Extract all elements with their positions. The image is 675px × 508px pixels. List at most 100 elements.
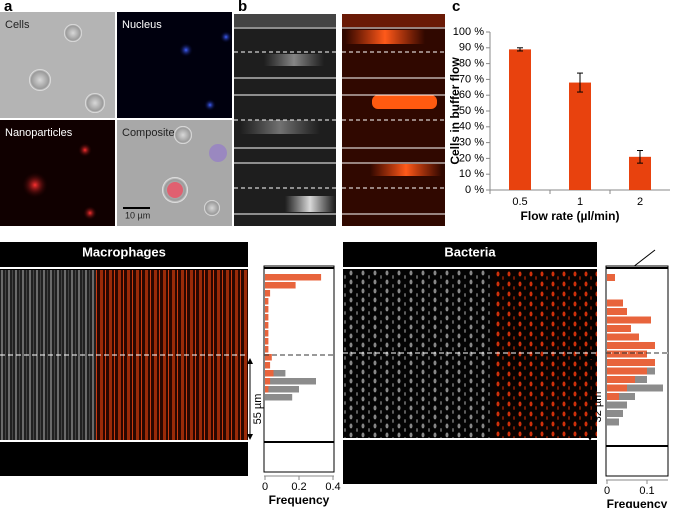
cell-trace: [240, 120, 320, 134]
histogram-bar: [265, 290, 271, 297]
arrow-head: [587, 435, 593, 441]
bar: [569, 82, 591, 190]
histogram-bar: [607, 418, 619, 426]
particle-trace: [370, 164, 442, 176]
particle: [78, 143, 92, 157]
panel-label: a: [4, 0, 13, 15]
image-label: Composite: [122, 127, 175, 139]
panel-label: c: [452, 0, 460, 15]
particle: [22, 172, 48, 198]
x-axis-label: Frequency: [269, 493, 330, 507]
histogram-bar: [265, 370, 286, 377]
histogram-bar: [265, 298, 269, 305]
gray-dots: [343, 270, 493, 438]
bar: [509, 49, 531, 190]
x-tick-label: 2: [637, 196, 643, 208]
histogram-bar: [607, 384, 663, 392]
particle-trace: [372, 95, 437, 109]
histogram-bar: [265, 274, 322, 281]
image-label: Nucleus: [122, 19, 162, 31]
y-tick-label: 20 %: [459, 152, 484, 164]
histogram-bar: [265, 386, 269, 393]
y-tick-label: 50 %: [459, 105, 484, 117]
size-label: 55 µm: [252, 394, 264, 425]
y-axis-label: Cells in buffer flow: [448, 57, 462, 165]
particle: [83, 206, 97, 220]
nucleus: [220, 31, 232, 43]
arrow-head: [247, 434, 253, 440]
cell: [85, 93, 105, 113]
cell: [204, 200, 220, 216]
channel-edge: [342, 14, 445, 27]
cell: [64, 24, 82, 42]
x-tick-label: 1: [577, 196, 583, 208]
y-tick-label: 90 %: [459, 42, 484, 54]
channel-edge: [234, 14, 336, 27]
x-tick-label: 0.1: [639, 485, 654, 497]
y-tick-label: 40 %: [459, 121, 484, 133]
histogram-bar: [265, 346, 269, 353]
histogram-bar: [607, 401, 627, 409]
cell: [209, 144, 227, 162]
y-tick-label: 10 %: [459, 168, 484, 180]
arrow-head: [247, 358, 253, 364]
histogram-frame: [263, 265, 335, 473]
histogram-bar: [607, 393, 619, 400]
histogram-bar: [607, 325, 631, 332]
panel-title: Macrophages: [82, 244, 166, 259]
y-tick-label: 30 %: [459, 137, 484, 149]
particle: [167, 182, 183, 198]
arrow-head: [587, 353, 593, 359]
x-tick-label: 0.4: [325, 481, 340, 493]
y-tick-label: 80 %: [459, 58, 484, 70]
panel-d-image: [0, 242, 248, 476]
histogram-bar: [265, 314, 269, 321]
panel-label: b: [238, 0, 247, 15]
histogram-bar: [265, 394, 293, 401]
histogram-bar: [607, 384, 627, 392]
histogram-bar: [265, 338, 269, 345]
panel-title: Bacteria: [444, 244, 496, 259]
x-tick-label: 0: [604, 485, 610, 497]
nucleus: [204, 99, 216, 111]
histogram-bar: [265, 386, 299, 393]
channel-walls: [234, 27, 445, 215]
nanoparticles-image: [0, 120, 115, 226]
particle-trace: [345, 30, 425, 44]
cell: [29, 69, 51, 91]
panel-a-images: [0, 12, 232, 226]
histogram-bar: [265, 322, 269, 329]
histogram-bar: [265, 354, 272, 361]
histogram-bar: [607, 299, 623, 307]
title-bar: [0, 242, 248, 264]
x-axis-label: Flow rate (µl/min): [521, 209, 620, 223]
image-label: Nanoparticles: [5, 127, 73, 139]
histogram-bar: [607, 308, 627, 315]
histogram-bar: [265, 362, 271, 369]
y-tick-label: 60 %: [459, 89, 484, 101]
x-tick-label: 0.5: [512, 196, 527, 208]
histogram-bar: [607, 376, 635, 383]
y-tick-label: 100 %: [453, 26, 484, 38]
panel-e-image: [343, 242, 597, 484]
histogram-bar: [265, 378, 271, 385]
histogram-bar: [607, 359, 655, 366]
size-label: 32 µm: [592, 392, 604, 423]
cell: [174, 126, 192, 144]
cell-trace: [264, 54, 324, 66]
histogram-bar: [265, 370, 274, 377]
channel-midlines: [234, 51, 445, 189]
histogram-bar: [607, 367, 647, 375]
scale-bar-label: 10 µm: [125, 210, 150, 220]
red-dots: [493, 270, 597, 438]
cell-trace: [285, 196, 335, 212]
histogram-bar: [607, 410, 623, 417]
histogram-bar: [265, 282, 296, 289]
histogram-bar: [607, 350, 647, 358]
nucleus: [179, 43, 193, 57]
x-tick-label: 0: [262, 481, 268, 493]
histogram-bar: [265, 306, 269, 313]
y-tick-label: 70 %: [459, 73, 484, 85]
histogram-bar: [607, 316, 651, 324]
